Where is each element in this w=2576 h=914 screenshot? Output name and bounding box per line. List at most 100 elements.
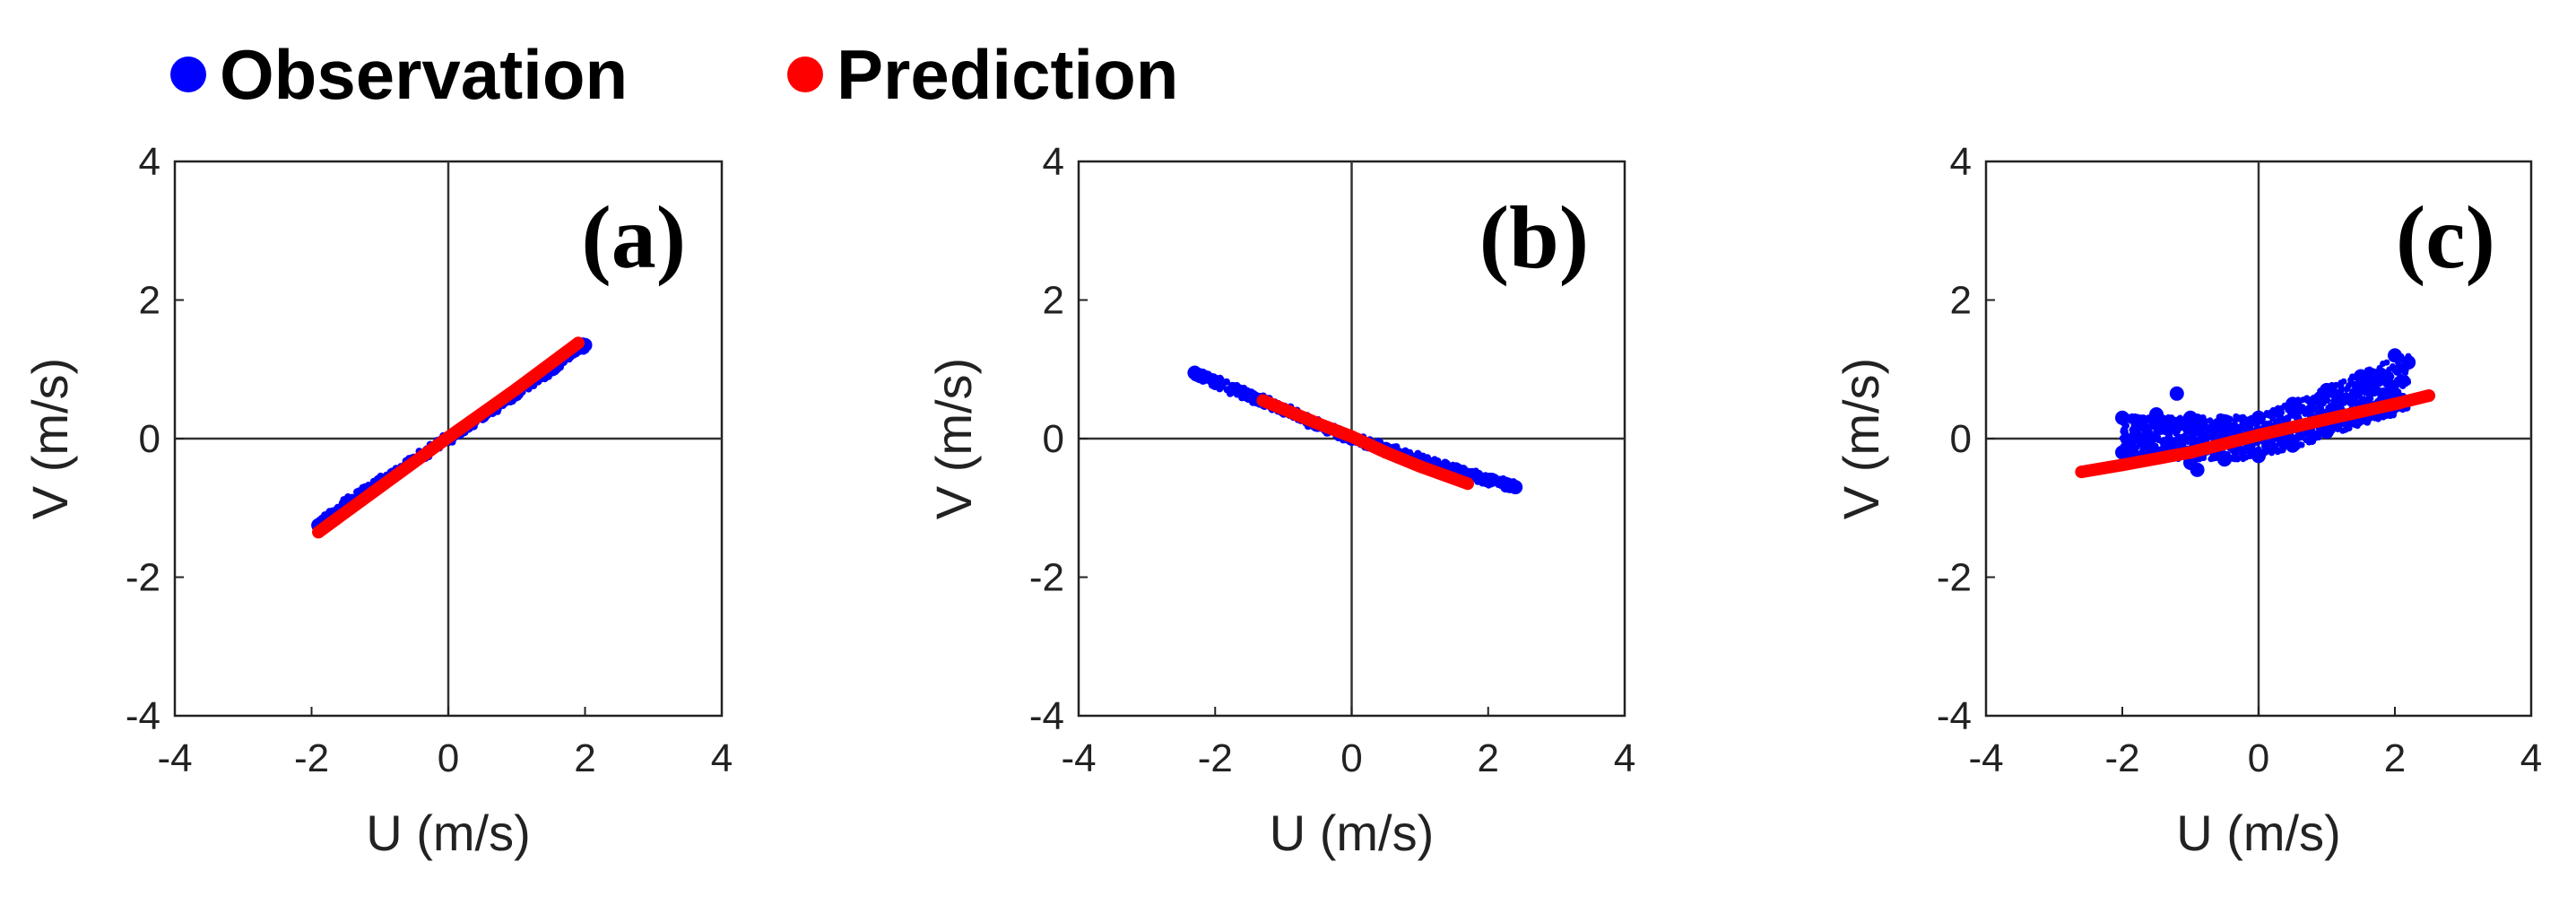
data-point — [2132, 448, 2139, 456]
legend-observation-marker — [170, 57, 206, 92]
data-point — [2190, 413, 2197, 421]
data-point — [2208, 454, 2216, 461]
data-point — [2227, 426, 2234, 432]
y-tick-label: 0 — [139, 417, 160, 461]
x-tick-label: -2 — [1198, 736, 1233, 780]
data-point — [2305, 407, 2312, 414]
data-point — [2303, 429, 2310, 436]
y-tick-label: 4 — [1043, 140, 1064, 184]
data-point — [2137, 434, 2144, 441]
y-axis-label: V (m/s) — [925, 358, 982, 519]
data-point — [2223, 421, 2230, 428]
data-point — [1244, 394, 1252, 402]
data-point — [2328, 385, 2335, 392]
data-point — [2116, 458, 2129, 472]
data-point — [2144, 447, 2151, 454]
x-tick-label: 0 — [1340, 736, 1362, 780]
x-tick-label: 4 — [711, 736, 733, 780]
data-point — [2319, 407, 2326, 414]
data-point — [2248, 449, 2255, 457]
data-point — [2306, 436, 2313, 443]
data-point — [2349, 387, 2356, 395]
data-point — [2190, 462, 2205, 477]
data-point — [2195, 413, 2202, 421]
data-point — [2240, 456, 2247, 463]
data-point — [2320, 413, 2333, 426]
data-point — [2237, 425, 2244, 432]
data-point — [2342, 426, 2349, 433]
data-point — [2121, 416, 2129, 422]
x-tick-label: 4 — [1614, 736, 1635, 780]
data-point — [2398, 353, 2405, 360]
data-point — [2216, 418, 2223, 425]
data-point — [2343, 386, 2350, 393]
y-axis-label: V (m/s) — [22, 358, 78, 519]
data-point — [2184, 446, 2197, 459]
data-point — [1216, 385, 1224, 393]
data-point — [1419, 452, 1427, 460]
data-point — [2346, 400, 2354, 407]
data-point — [2389, 397, 2401, 411]
data-point — [1311, 417, 1324, 430]
x-tick-label: -4 — [1968, 736, 2003, 780]
data-point — [2351, 380, 2358, 387]
data-point — [2169, 386, 2184, 401]
y-tick-label: 4 — [1950, 140, 1972, 184]
data-point — [2174, 424, 2181, 431]
observation-series — [2115, 348, 2416, 477]
data-point — [2127, 447, 2134, 454]
prediction-series — [312, 336, 585, 539]
data-point — [2245, 422, 2252, 430]
data-point — [2380, 387, 2387, 394]
data-point — [2299, 434, 2306, 441]
data-point — [2124, 441, 2131, 448]
data-point — [2173, 430, 2180, 437]
y-tick-label: -4 — [126, 694, 160, 738]
data-point — [2386, 375, 2392, 382]
data-point — [2213, 430, 2220, 437]
data-point — [2129, 428, 2137, 435]
data-point — [2199, 425, 2206, 432]
data-point — [2257, 454, 2264, 461]
data-point — [2226, 416, 2233, 423]
data-point — [1247, 388, 1255, 396]
data-point — [2075, 466, 2088, 479]
data-point — [2356, 420, 2364, 427]
data-point — [2153, 427, 2160, 434]
data-point — [1223, 386, 1231, 394]
data-point — [2364, 367, 2371, 374]
data-point — [2340, 378, 2347, 385]
data-point — [2324, 407, 2331, 413]
data-point — [2342, 392, 2349, 399]
y-tick-label: 2 — [1950, 279, 1972, 323]
y-tick-label: 0 — [1043, 417, 1064, 461]
data-point — [2355, 392, 2363, 399]
data-point — [2307, 396, 2314, 403]
data-point — [1379, 446, 1392, 459]
data-point — [2216, 423, 2224, 431]
data-point — [2199, 418, 2207, 425]
data-point — [2123, 450, 2130, 457]
panel-label: (c) — [2396, 187, 2495, 287]
legend-prediction-label: Prediction — [837, 35, 1178, 114]
data-point — [2247, 444, 2254, 451]
data-point — [2379, 379, 2386, 386]
y-tick-label: -2 — [1029, 556, 1064, 600]
data-point — [2183, 427, 2190, 434]
data-point — [2134, 422, 2141, 429]
data-point — [1460, 466, 1468, 474]
data-point — [2240, 414, 2247, 422]
data-point — [1431, 457, 1439, 465]
data-point — [1489, 476, 1497, 484]
x-tick-label: -4 — [1061, 736, 1096, 780]
data-point — [2274, 448, 2281, 456]
data-point — [2294, 406, 2302, 413]
x-tick-label: 2 — [2384, 736, 2406, 780]
data-point — [2235, 451, 2242, 457]
data-point — [1249, 398, 1257, 406]
data-point — [2166, 414, 2173, 422]
data-point — [2389, 387, 2396, 394]
data-point — [2336, 395, 2343, 402]
x-axis-label: U (m/s) — [1270, 805, 1435, 861]
